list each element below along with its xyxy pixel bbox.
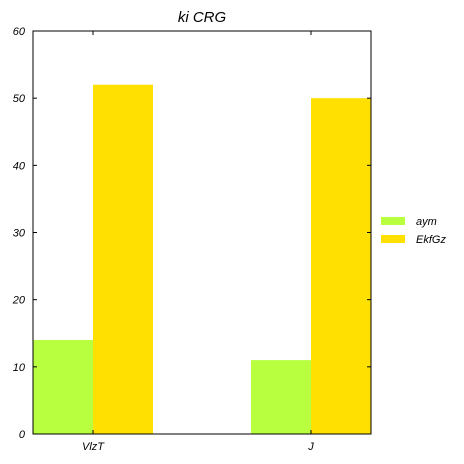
x-tick-label: J [307,441,314,453]
bar-ekfgz-j [311,98,371,434]
bar-aym-vlzt [33,340,93,434]
y-tick-label: 20 [12,295,26,307]
bar-aym-j [251,360,311,434]
legend-label-aym: aym [416,216,437,228]
legend-swatch-ekfgz [381,235,405,243]
y-tick-label: 10 [13,362,26,374]
y-tick-label: 0 [19,429,26,441]
legend-swatch-aym [381,217,405,225]
y-tick-label: 50 [13,93,26,105]
y-tick-label: 60 [13,26,26,38]
legend-label-ekfgz: EkfGz [416,234,446,246]
chart-title: ki CRG [178,9,227,26]
x-tick-label: VlzT [82,441,105,453]
bar-ekfgz-vlzt [93,85,153,434]
y-tick-label: 30 [13,228,26,240]
y-tick-label: 40 [13,160,26,172]
